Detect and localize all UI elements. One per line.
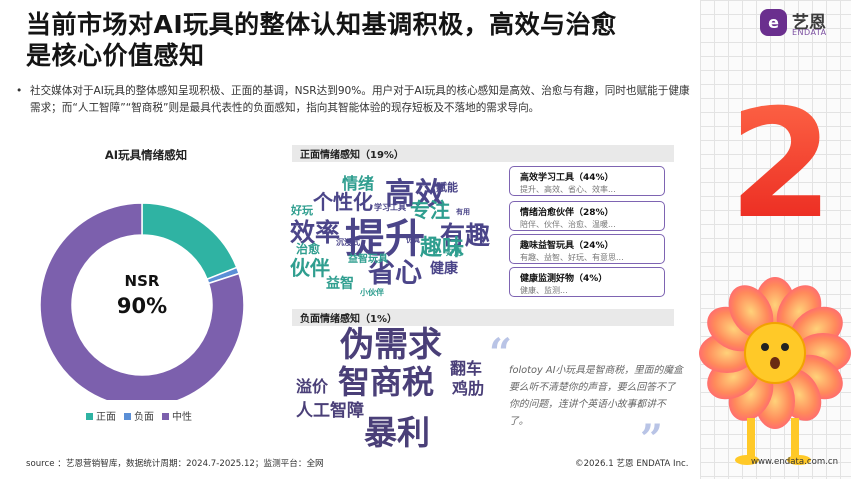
- nsr-label: NSR: [124, 272, 160, 290]
- negative-word: 翻车: [450, 359, 483, 378]
- legend-label: 负面: [134, 412, 154, 423]
- positive-word: 好用: [446, 248, 462, 257]
- negative-heading: 负面情绪感知（1%）: [300, 314, 397, 325]
- category-label: 情绪治愈伙伴（28%）: [520, 208, 614, 218]
- website-link[interactable]: www.endata.com.cn: [751, 457, 839, 467]
- summary-bullet: • 社交媒体对于AI玩具的整体感知呈现积极、正面的基调，NSR达到90%。用户对…: [16, 83, 690, 117]
- positive-word: 仿真: [406, 236, 420, 244]
- big-number-2-graphic: 2: [729, 90, 833, 230]
- legend-swatch: [162, 413, 169, 420]
- big-number: 2: [729, 90, 833, 230]
- page-title-line2: 是核心价值感知: [26, 41, 205, 70]
- category-label: 健康监测好物（4%）: [520, 274, 608, 284]
- category-keywords: 提升、高效、省心、效率...: [520, 185, 616, 194]
- category-card: 趣味益智玩具（24%） 有趣、益智、好玩、有意思...: [509, 234, 665, 264]
- legend-item: 负面: [124, 408, 154, 423]
- logo-name-en: ENDATA: [792, 28, 827, 37]
- bullet-dot: •: [16, 85, 23, 97]
- positive-word-cloud: 提升 高效效率 个性化省心 有趣伙伴 趣味 专注 情绪 赋能好玩治愈益智 健康 益智玩具 学习工具沉…: [290, 165, 500, 300]
- chart-title: AI玩具情绪感知: [104, 148, 188, 162]
- donut-slice-正面: [141, 202, 238, 281]
- legend-swatch: [124, 413, 131, 420]
- category-card: 情绪治愈伙伴（28%） 陪伴、伙伴、治愈、温暖...: [509, 201, 665, 231]
- category-keywords: 健康、监测...: [520, 286, 568, 295]
- legend-label: 中性: [172, 412, 192, 423]
- positive-word: 省心: [368, 258, 422, 289]
- positive-word: 个性化: [313, 190, 373, 214]
- logo-name-cn: 艺恩: [792, 13, 826, 33]
- legend-item: 中性: [162, 408, 192, 423]
- negative-word: 伪需求: [340, 325, 442, 365]
- open-quote-mark: “: [489, 330, 513, 377]
- copyright-note: ©2026.1 艺恩 ENDATA Inc.: [575, 459, 689, 469]
- page-title-line1: 当前市场对AI玩具的整体认知基调积极，高效与治愈: [26, 10, 617, 39]
- positive-word: 治愈: [296, 242, 321, 256]
- negative-word: 智商税: [338, 363, 435, 401]
- negative-word: 溢价: [296, 377, 329, 396]
- summary-text: 社交媒体对于AI玩具的整体感知呈现积极、正面的基调，NSR达到90%。用户对于A…: [30, 85, 690, 114]
- category-keywords: 有趣、益智、好玩、有意思...: [520, 253, 624, 262]
- flower-mascot-illustration: [699, 277, 851, 465]
- positive-word: 益智玩具: [348, 254, 388, 265]
- positive-word: 好玩: [291, 204, 313, 217]
- user-quote: folotoy AI小玩具是智商税，里面的魔盒要么听不清楚你的声音，要么回答不了…: [509, 365, 683, 427]
- category-label: 趣味益智玩具（24%）: [520, 241, 614, 251]
- legend-swatch: [86, 413, 93, 420]
- positive-word: 有趣: [440, 221, 491, 250]
- category-keywords: 陪伴、伙伴、治愈、温暖...: [520, 220, 616, 229]
- positive-word: 益智: [326, 276, 354, 292]
- legend-item: 正面: [86, 408, 116, 423]
- positive-word: 提升: [345, 216, 425, 262]
- negative-word: 鸡肋: [452, 379, 485, 398]
- category-label: 高效学习工具（44%）: [520, 173, 614, 183]
- positive-word: 健康: [430, 261, 458, 277]
- source-note: source ：艺恩营销智库，数据统计周期：2024.7-2025.12；监测平…: [26, 459, 324, 469]
- negative-word: 人工智障: [296, 401, 364, 421]
- brand-logo: e 艺恩 ENDATA: [760, 9, 840, 39]
- positive-word: 有用: [456, 208, 470, 216]
- close-quote-mark: ”: [640, 416, 664, 463]
- mascot-petal: [728, 285, 774, 338]
- positive-word: 趣味: [420, 236, 465, 261]
- positive-word: 情绪: [342, 174, 375, 193]
- positive-heading: 正面情绪感知（19%）: [300, 150, 404, 161]
- donut-chart: NSR 90%: [36, 160, 248, 408]
- negative-word-cloud: 伪需求 智商税暴利 人工智障 溢价 翻车 鸡肋: [292, 328, 497, 453]
- positive-word: 学习工具: [374, 203, 406, 212]
- positive-word: 高效: [385, 177, 445, 212]
- nsr-value: 90%: [116, 294, 168, 318]
- negative-section-header: 负面情绪感知（1%）: [292, 309, 674, 326]
- category-card: 高效学习工具（44%） 提升、高效、省心、效率...: [509, 166, 665, 196]
- legend-label: 正面: [96, 412, 116, 423]
- logo-mark: e: [760, 9, 787, 36]
- category-card: 健康监测好物（4%） 健康、监测...: [509, 267, 665, 297]
- chart-legend: 正面 负面 中性: [86, 408, 200, 424]
- negative-word: 暴利: [364, 413, 430, 452]
- positive-section-header: 正面情绪感知（19%）: [292, 145, 674, 162]
- donut-svg: [39, 202, 245, 408]
- positive-word: 小伙伴: [360, 288, 384, 297]
- positive-word: 赋能: [436, 181, 458, 194]
- positive-word: 沉浸式: [336, 238, 360, 247]
- positive-word: 专注: [410, 198, 450, 222]
- positive-word: 伙伴: [290, 256, 330, 280]
- positive-word: 效率: [290, 218, 341, 247]
